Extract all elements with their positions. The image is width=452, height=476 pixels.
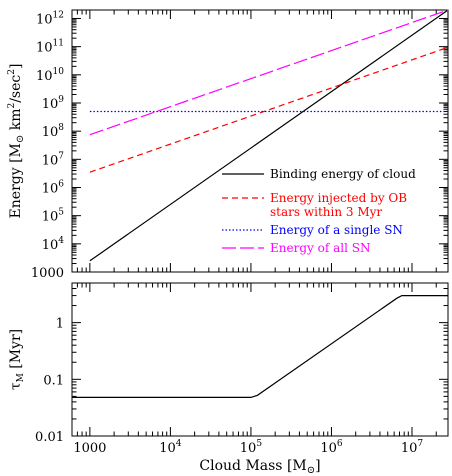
tick-base: 10 bbox=[42, 210, 59, 225]
y-tick-label: 1 bbox=[56, 317, 64, 332]
tick-exponent: 8 bbox=[58, 123, 64, 133]
series-2-line bbox=[89, 46, 449, 173]
tick-exponent: 7 bbox=[417, 439, 423, 449]
tick-base: 10 bbox=[42, 125, 59, 140]
legend-label: Binding energy of cloud bbox=[270, 167, 416, 181]
tick-base: 10 bbox=[42, 181, 59, 196]
tick-exponent: 5 bbox=[58, 208, 64, 218]
tick-base: 10 bbox=[36, 41, 53, 56]
label-part: [Myr] bbox=[8, 329, 24, 373]
y-tick-label: 107 bbox=[42, 151, 65, 168]
tick-base: 10 bbox=[36, 69, 53, 84]
timescale-line bbox=[72, 295, 448, 398]
y-tick-label: 1010 bbox=[36, 67, 64, 84]
tick-exponent: 6 bbox=[337, 439, 343, 449]
label-part: ] bbox=[8, 64, 24, 69]
label-part: τ bbox=[8, 382, 24, 390]
y-tick-label: 1012 bbox=[36, 10, 64, 27]
tick-exponent: 9 bbox=[58, 95, 64, 105]
series-1-line bbox=[89, 9, 449, 262]
plot-frame bbox=[71, 282, 449, 437]
tick-base: 10 bbox=[42, 238, 59, 253]
y-tick-label: 1011 bbox=[36, 39, 64, 56]
label-part: Energy [M bbox=[8, 143, 24, 218]
y-tick-label: 1000 bbox=[31, 266, 64, 281]
y-tick-label: 108 bbox=[42, 123, 65, 140]
tick-exponent: 4 bbox=[58, 236, 64, 246]
tick-base: 10 bbox=[159, 441, 176, 456]
x-tick-label: 1000 bbox=[73, 441, 106, 456]
y-axis-label: Energy [M⊙ km2/sec2] bbox=[7, 64, 26, 219]
legend-label: Energy of all SN bbox=[270, 241, 370, 255]
y-tick-label: 106 bbox=[42, 179, 65, 196]
legend-label-line2: stars within 3 Myr bbox=[270, 205, 382, 219]
tick-base: 10 bbox=[42, 153, 59, 168]
tick-base: 1000 bbox=[73, 441, 106, 456]
legend-label: Energy injected by OB bbox=[270, 191, 407, 205]
y-tick-label: 0.01 bbox=[35, 430, 64, 445]
plot-frame bbox=[71, 9, 449, 273]
tick-exponent: 7 bbox=[58, 151, 64, 161]
legend-label: Energy of a single SN bbox=[270, 223, 403, 237]
label-part: /sec bbox=[8, 75, 24, 103]
x-tick-label: 107 bbox=[401, 439, 424, 456]
tick-exponent: 5 bbox=[256, 439, 262, 449]
y-tick-label: 105 bbox=[42, 208, 65, 225]
tick-base: 10 bbox=[240, 441, 257, 456]
series-4-line bbox=[89, 9, 449, 136]
tick-exponent: 4 bbox=[176, 439, 182, 449]
label-sup: 2 bbox=[7, 69, 17, 75]
y-tick-label: 104 bbox=[42, 236, 65, 253]
label-sub: ⊙ bbox=[307, 465, 315, 476]
label-sub: ⊙ bbox=[15, 135, 26, 143]
label-part: ] bbox=[315, 458, 320, 474]
x-tick-label: 104 bbox=[159, 439, 182, 456]
tick-exponent: 10 bbox=[53, 67, 65, 77]
x-tick-label: 106 bbox=[320, 439, 343, 456]
tick-exponent: 11 bbox=[53, 39, 64, 49]
y-axis-label: τM [Myr] bbox=[8, 329, 26, 390]
label-part: km bbox=[8, 109, 24, 135]
tick-base: 10 bbox=[42, 97, 59, 112]
tick-base: 1000 bbox=[31, 266, 64, 281]
energy-panel: 1000104105106107108109101010111012Bindin… bbox=[7, 9, 449, 281]
tick-exponent: 6 bbox=[58, 179, 64, 189]
tick-exponent: 12 bbox=[53, 10, 64, 20]
tick-base: 10 bbox=[401, 441, 418, 456]
label-sub: M bbox=[16, 373, 26, 382]
x-axis-label: Cloud Mass [M⊙] bbox=[199, 458, 320, 476]
tick-base: 10 bbox=[320, 441, 337, 456]
label-sup: 2 bbox=[7, 103, 17, 109]
x-tick-label: 105 bbox=[240, 439, 263, 456]
y-tick-label: 0.1 bbox=[43, 373, 64, 388]
tick-base: 10 bbox=[36, 12, 53, 27]
label-part: Cloud Mass [M bbox=[199, 458, 306, 474]
y-tick-label: 109 bbox=[42, 95, 65, 112]
